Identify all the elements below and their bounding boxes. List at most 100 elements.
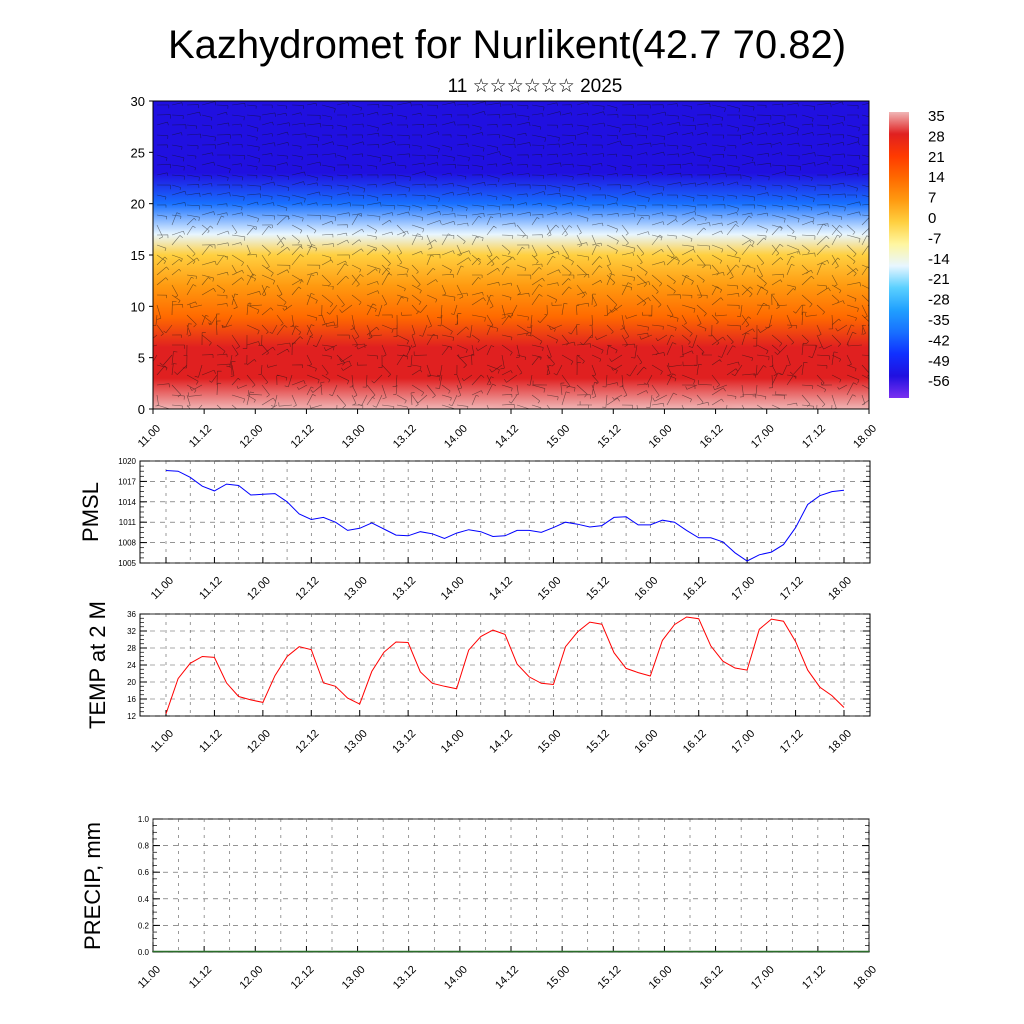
colorbar-label: -35 <box>928 312 950 329</box>
x-tick-label: 11.12 <box>197 728 224 755</box>
x-tick-label: 17.12 <box>778 728 806 756</box>
x-tick-label: 16.00 <box>632 575 660 603</box>
colorbar-labels: 35 28 21 14 7 0 -7 -14 -21 -28 -35 -42 -49 -56 <box>928 108 950 390</box>
temp-ylabel: TEMP at 2 M <box>85 601 110 729</box>
y-tick-label: 36 <box>127 610 136 619</box>
colorbar-label: -49 <box>928 353 950 370</box>
cross-section-y-tick-label: 5 <box>138 351 145 366</box>
cross-section-y-tick-label: 20 <box>131 197 145 212</box>
colorbar-label: 7 <box>928 190 936 207</box>
x-tick-label: 18.00 <box>826 575 854 603</box>
x-tick-label: 17.00 <box>729 728 757 756</box>
page-subtitle: 11 ☆☆☆☆☆☆ 2025 <box>448 76 623 97</box>
cross-section-panel: 0 5 10 15 20 25 30 11.00 11.12 12.00 12.12 13.00 13… <box>131 94 880 451</box>
colorbar: 35 28 21 14 7 0 -7 -14 -21 -28 -35 -42 -49 -56 <box>889 108 950 398</box>
x-tick-label: 17.00 <box>749 964 777 992</box>
x-tick-label: 11.12 <box>187 964 214 991</box>
cross-section-x-tick-label: 17.00 <box>749 423 777 451</box>
x-tick-label: 12.12 <box>293 728 321 756</box>
y-tick-label: 1014 <box>118 498 136 507</box>
y-tick-label: 0.2 <box>138 921 150 930</box>
cross-section-x-tick-label: 14.00 <box>442 423 470 451</box>
y-tick-label: 12 <box>127 712 136 721</box>
x-tick-label: 14.12 <box>487 575 515 603</box>
y-tick-label: 1020 <box>118 457 136 466</box>
x-tick-label: 15.00 <box>536 728 564 756</box>
y-tick-label: 1017 <box>118 477 136 486</box>
x-tick-label: 14.00 <box>439 728 467 756</box>
x-tick-label: 11.00 <box>149 575 176 602</box>
x-tick-label: 13.12 <box>390 728 418 756</box>
x-tick-label: 17.12 <box>800 964 828 992</box>
colorbar-label: 28 <box>928 128 945 145</box>
cross-section-y-tick-label: 15 <box>131 248 145 263</box>
y-tick-label: 1.0 <box>138 815 150 824</box>
x-tick-label: 14.12 <box>487 728 515 756</box>
x-tick-label: 17.00 <box>729 575 757 603</box>
pmsl-ylabel: PMSL <box>78 482 103 542</box>
page-title: Kazhydromet for Nurlikent(42.7 70.82) <box>168 23 846 67</box>
warm-core <box>573 375 654 409</box>
colorbar-label: 35 <box>928 108 945 125</box>
x-tick-label: 18.00 <box>851 964 879 992</box>
cross-section-x-tick-label: 11.00 <box>136 423 163 450</box>
x-tick-label: 12.00 <box>237 964 265 992</box>
x-tick-label: 15.12 <box>595 964 623 992</box>
y-tick-label: 32 <box>127 627 136 636</box>
colorbar-label: -14 <box>928 251 950 268</box>
cross-section-y-tick-label: 25 <box>131 145 145 160</box>
x-tick-label: 13.12 <box>391 964 419 992</box>
cross-section-x-tick-label: 17.12 <box>800 423 828 451</box>
x-tick-label: 11.00 <box>149 728 176 755</box>
x-tick-label: 18.00 <box>826 728 854 756</box>
x-tick-label: 16.00 <box>632 728 660 756</box>
x-tick-label: 15.12 <box>584 575 612 603</box>
x-tick-label: 11.12 <box>197 575 224 602</box>
y-tick-label: 0.4 <box>138 895 150 904</box>
cross-section-x-axis: 11.00 11.12 12.00 12.12 13.00 13.12 14.00 14.12… <box>136 409 879 451</box>
cross-section-y-tick-label: 0 <box>138 402 145 417</box>
x-tick-label: 13.12 <box>390 575 418 603</box>
cross-section-x-tick-label: 16.00 <box>647 423 675 451</box>
cross-section-x-tick-label: 15.00 <box>544 423 572 451</box>
x-tick-label: 15.00 <box>544 964 572 992</box>
colorbar-label: -21 <box>928 271 950 288</box>
x-tick-label: 16.12 <box>681 728 709 756</box>
y-tick-label: 0.8 <box>138 842 150 851</box>
cross-section-x-tick-label: 13.12 <box>391 423 419 451</box>
x-tick-label: 12.12 <box>289 964 317 992</box>
wind-barb-lines <box>153 101 869 409</box>
y-tick-label: 1008 <box>118 539 136 548</box>
precip-panel: PRECIP, mm 0.0 0.2 0.4 0.6 0.8 1.0 11.00 11.12 1… <box>80 815 879 992</box>
y-tick-label: 0.0 <box>138 948 150 957</box>
y-tick-label: 1005 <box>118 559 136 568</box>
colorbar-label: -7 <box>928 230 941 247</box>
colorbar-label: -42 <box>928 332 950 349</box>
x-tick-label: 15.12 <box>584 728 612 756</box>
x-tick-label: 13.00 <box>340 964 368 992</box>
precip-ylabel: PRECIP, mm <box>80 822 105 950</box>
warm-core <box>675 375 756 409</box>
y-tick-label: 24 <box>127 661 136 670</box>
x-tick-label: 13.00 <box>342 728 370 756</box>
cross-section-x-tick-label: 12.12 <box>289 423 317 451</box>
series-line <box>165 470 845 562</box>
x-tick-label: 14.00 <box>439 575 467 603</box>
cross-section-x-tick-label: 12.00 <box>237 423 265 451</box>
colorbar-label: 14 <box>928 169 945 186</box>
x-tick-label: 16.12 <box>681 575 709 603</box>
warm-core <box>266 375 347 409</box>
warm-cores <box>266 375 858 409</box>
x-tick-label: 17.12 <box>778 575 806 603</box>
y-tick-label: 1011 <box>119 518 137 527</box>
pmsl-panel: PMSL 1005 1008 1011 1014 1017 1020 11.00 11.12 1… <box>78 457 871 603</box>
warm-core <box>777 375 858 409</box>
colorbar-bar <box>889 112 909 398</box>
x-tick-label: 13.00 <box>342 575 370 603</box>
series-line <box>165 616 845 715</box>
warm-core <box>368 375 449 409</box>
cross-section-y-tick-label: 10 <box>131 299 145 314</box>
cross-section-x-tick-label: 15.12 <box>595 423 623 451</box>
x-tick-label: 15.00 <box>536 575 564 603</box>
